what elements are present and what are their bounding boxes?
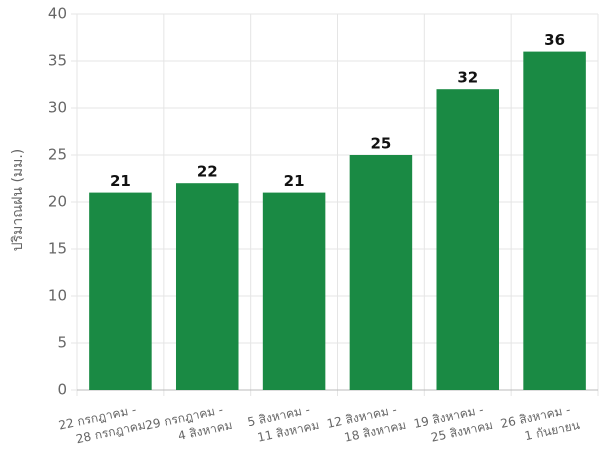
bar — [436, 89, 500, 390]
y-tick-label: 0 — [57, 381, 67, 399]
value-label: 21 — [284, 172, 305, 190]
bar — [523, 51, 586, 390]
bar — [175, 183, 239, 390]
value-label: 25 — [370, 135, 391, 153]
y-tick-label: 10 — [48, 287, 67, 305]
value-label: 36 — [544, 31, 565, 49]
x-tick-label: 22 กรกฎาคม -28 กรกฎาคม — [57, 402, 147, 446]
y-axis-title: ปริมาณฝน (มม.) — [10, 149, 26, 252]
x-tick-label: 5 สิงหาคม -11 สิงหาคม — [246, 402, 320, 444]
value-label: 22 — [197, 163, 218, 181]
x-tick-label: 12 สิงหาคม -18 สิงหาคม — [326, 402, 408, 444]
y-tick-label: 5 — [57, 334, 67, 352]
y-tick-label: 40 — [48, 5, 67, 23]
y-tick-label: 35 — [48, 52, 67, 70]
x-tick-label: 29 กรกฎาคม -4 สิงหาคม — [144, 402, 234, 443]
y-tick-label: 15 — [48, 240, 67, 258]
bar — [262, 192, 326, 390]
value-label: 32 — [457, 69, 478, 87]
x-tick-label: 19 สิงหาคม -25 สิงหาคม — [412, 402, 494, 444]
y-tick-label: 30 — [48, 99, 67, 117]
y-tick-label: 25 — [48, 146, 67, 164]
bar — [89, 192, 152, 390]
value-label: 21 — [110, 172, 131, 190]
x-tick-label: 26 สิงหาคม -1 กันยายน — [499, 402, 581, 443]
bar — [349, 155, 413, 390]
y-tick-label: 20 — [48, 193, 67, 211]
